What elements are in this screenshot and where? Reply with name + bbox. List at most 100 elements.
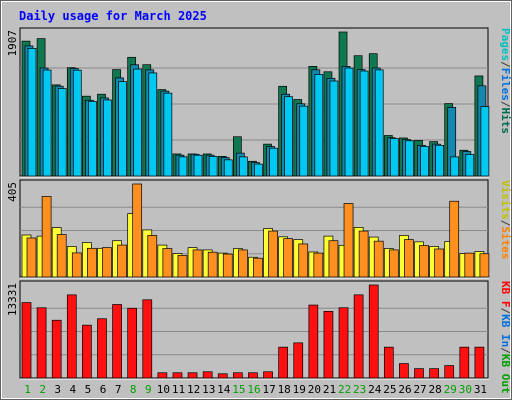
x-tick-label: 8	[130, 383, 137, 396]
bar-kb-f-day-24	[368, 284, 379, 379]
bar-kb-f-day-27	[414, 368, 424, 379]
bar-sites-day-23	[358, 230, 369, 278]
x-tick-label: 4	[70, 383, 77, 396]
x-tick-label: 6	[100, 383, 107, 396]
x-tick-label: 12	[187, 383, 200, 396]
bar-sites-day-22	[343, 203, 354, 278]
bar-pages-day-27	[420, 146, 429, 177]
bar-sites-day-5	[87, 247, 97, 278]
bar-pages-day-20	[314, 74, 324, 177]
bar-pages-day-11	[178, 156, 188, 177]
x-tick-label: 31	[474, 383, 487, 396]
bar-pages-day-14	[223, 159, 233, 177]
bar-kb-f-day-4	[66, 294, 77, 379]
bar-pages-day-23	[359, 70, 369, 177]
bar-pages-day-24	[374, 69, 384, 177]
x-tick-label: 26	[398, 383, 411, 396]
panel-top-legend: Pages/Files/Hits	[499, 28, 512, 134]
bar-kb-f-day-8	[127, 307, 138, 379]
bar-pages-day-15	[239, 156, 248, 177]
bar-sites-day-13	[207, 251, 218, 278]
bar-pages-day-21	[329, 80, 339, 177]
x-tick-label: 29	[444, 383, 457, 396]
bar-pages-day-13	[208, 156, 218, 177]
bar-pages-day-6	[103, 99, 112, 177]
x-tick-label: 20	[308, 383, 321, 396]
bar-sites-day-29	[449, 200, 460, 278]
legend-entry: /	[499, 308, 512, 315]
x-tick-label: 9	[145, 383, 152, 396]
bar-pages-day-26	[405, 140, 414, 177]
bar-kb-f-day-9	[142, 299, 153, 379]
bar-kb-f-day-10	[157, 372, 168, 379]
x-tick-label: 17	[262, 383, 275, 396]
x-tick-label: 1	[24, 383, 31, 396]
bar-pages-day-29	[450, 156, 460, 177]
series-pages	[27, 48, 490, 177]
bar-pages-day-1	[27, 48, 37, 177]
bar-kb-f-day-14	[217, 373, 228, 379]
x-tick-label: 14	[217, 383, 231, 396]
bar-kb-f-day-20	[308, 304, 319, 379]
bar-kb-f-day-26	[399, 363, 409, 379]
bar-sites-day-21	[328, 240, 339, 278]
bar-sites-day-26	[404, 239, 414, 278]
bar-pages-day-3	[57, 88, 67, 177]
bar-sites-day-1	[26, 237, 37, 278]
legend-entry: /	[499, 220, 512, 227]
series-sites	[26, 183, 490, 278]
x-tick-label: 21	[323, 383, 336, 396]
bar-pages-day-5	[88, 100, 97, 177]
panel-middle: 405 Visits/Sites	[6, 179, 512, 279]
legend-entry: /	[499, 101, 512, 108]
x-tick-label: 25	[383, 383, 396, 396]
legend-entry: KB Out	[499, 354, 512, 394]
bar-kb-f-day-28	[429, 368, 439, 379]
chart-title: Daily usage for March 2025	[19, 9, 207, 23]
bar-kb-f-day-21	[323, 311, 334, 379]
bar-pages-day-17	[269, 147, 278, 177]
x-tick-label: 7	[115, 383, 122, 396]
series-visits	[21, 213, 485, 278]
x-tick-label: 16	[247, 383, 260, 396]
bar-pages-day-28	[435, 144, 444, 177]
series-kb-f	[21, 284, 485, 379]
bar-pages-day-7	[118, 81, 127, 177]
bar-pages-day-4	[72, 69, 82, 177]
x-tick-label: 11	[172, 383, 185, 396]
bar-sites-day-7	[117, 244, 127, 278]
bar-pages-day-30	[465, 154, 475, 177]
bar-sites-day-30	[464, 252, 475, 278]
bar-sites-day-6	[102, 247, 112, 278]
bar-pages-day-18	[284, 96, 293, 177]
bar-sites-day-11	[177, 255, 188, 278]
bar-pages-day-10	[163, 92, 173, 177]
bar-sites-day-17	[268, 230, 278, 278]
legend-entry: KB In	[499, 314, 512, 347]
bar-sites-day-4	[71, 252, 82, 278]
bar-pages-day-8	[133, 68, 143, 177]
bar-kb-f-day-22	[338, 307, 349, 379]
bar-kb-f-day-30	[459, 346, 470, 379]
bar-pages-day-31	[480, 106, 490, 177]
bar-sites-day-20	[313, 252, 324, 278]
x-tick-label: 2	[39, 383, 46, 396]
x-tick-label: 24	[368, 383, 382, 396]
bar-kb-f-day-2	[36, 307, 47, 379]
bar-sites-day-14	[222, 253, 233, 278]
x-tick-label: 13	[202, 383, 215, 396]
x-tick-label: 19	[293, 383, 306, 396]
bar-sites-day-24	[373, 240, 384, 278]
panel-bottom-legend: KB F/KB In/KB Out	[499, 281, 512, 394]
legend-entry: /	[499, 347, 512, 354]
legend-entry: Files	[499, 68, 512, 101]
bar-kb-f-day-18	[278, 346, 288, 379]
bar-kb-f-day-25	[383, 346, 394, 379]
bar-pages-day-12	[193, 154, 203, 177]
panel-bottom-max-label: 13331	[6, 283, 19, 316]
x-tick-label: 23	[353, 383, 366, 396]
panel-middle-max-label: 405	[6, 182, 19, 202]
bar-kb-f-day-31	[474, 346, 485, 379]
